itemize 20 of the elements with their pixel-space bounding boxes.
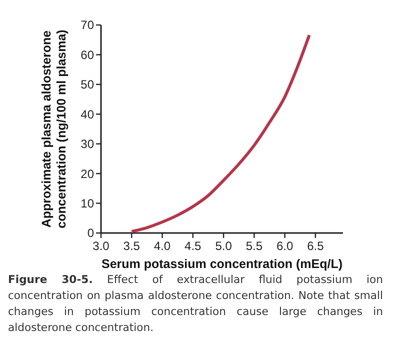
x-tick-label: 5.5 [246,239,263,253]
x-tick-label: 5.0 [215,239,232,253]
x-tick-label: 4.0 [154,239,171,253]
x-tick-label: 3.0 [92,239,110,253]
y-tick-label: 70 [80,18,94,32]
x-tick-label: 6.0 [276,239,294,253]
y-tick-label: 50 [80,78,94,92]
line-series [130,34,311,234]
y-tick-label: 40 [80,107,94,122]
x-tick-label: 6.5 [307,239,324,253]
y-tick-label: 20 [80,166,94,181]
y-tick-label: 30 [80,137,94,152]
x-tick-label: 4.5 [184,239,202,253]
text: Figure 30-5. Effect of extracellular fluid potassium ion concentration on plasma aldosterone concentration. Note that small changes in potassium concentration cause large changes in aldosterone concentration. [8,273,383,334]
y-tick-label: 10 [80,196,94,210]
x-axis-title: Serum potassium concentration (mEq/L) [101,257,343,271]
x-tick-label: 3.5 [123,239,140,253]
y-tick-label: 0 [87,226,94,240]
y-axis-title: Approximate plasma aldosterone concentration (ng/100 ml plasma) [40,30,68,228]
y-tick-label: 60 [80,48,94,62]
